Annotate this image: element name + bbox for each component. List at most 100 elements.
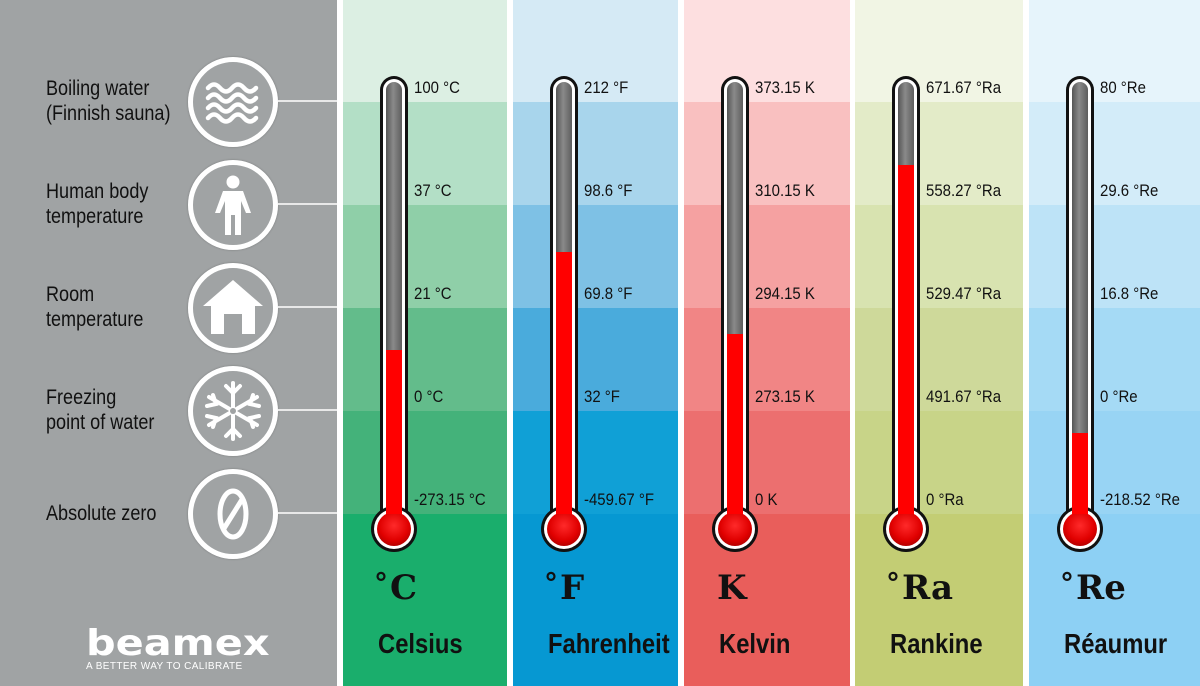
unit-symbol: °F (544, 567, 585, 608)
tick-label: 212 °F (584, 78, 629, 97)
zero-icon (188, 469, 278, 559)
unit-symbol: °C (374, 567, 418, 608)
scale-band (1029, 0, 1200, 102)
tick-label: 32 °F (584, 387, 620, 406)
reference-row-room: Room temperature (0, 263, 337, 353)
thermometer-tube (892, 76, 920, 516)
scale-band (855, 308, 1023, 411)
scale-column-rankine: 671.67 °Ra 558.27 °Ra 529.47 °Ra 491.67 °Ra… (855, 0, 1023, 686)
thermometer-bulb (883, 506, 929, 552)
tick-label: -273.15 °C (414, 490, 486, 509)
scale-band (343, 514, 507, 686)
tick-label: 671.67 °Ra (926, 78, 1002, 97)
scale-band (855, 205, 1023, 308)
tick-label: 310.15 K (755, 181, 815, 200)
tick-label: 558.27 °Ra (926, 181, 1002, 200)
tick-label: -459.67 °F (584, 490, 655, 509)
guide-line (278, 512, 337, 514)
reference-label: Freezing point of water (46, 386, 155, 434)
scale-band (684, 205, 850, 308)
scale-band (684, 102, 850, 205)
guide-line (278, 203, 337, 205)
scale-band (855, 411, 1023, 514)
tick-label: 98.6 °F (584, 181, 633, 200)
reference-row-absolute-zero: Absolute zero (0, 469, 337, 559)
reference-label: Human body temperature (46, 180, 149, 228)
unit-name: Réaumur (1064, 628, 1168, 659)
scale-band (684, 0, 850, 102)
reference-panel: Boiling water (Finnish sauna) Human body… (0, 0, 337, 686)
tick-label: 100 °C (414, 78, 460, 97)
scale-column-fahrenheit: 212 °F 98.6 °F 69.8 °F 32 °F -459.67 °F °F Fah… (513, 0, 678, 686)
unit-name: Kelvin (719, 628, 791, 659)
beamex-logo: beamex A BETTER WAY TO CALIBRATE (86, 626, 270, 673)
scale-band (1029, 411, 1200, 514)
tick-label: 21 °C (414, 284, 452, 303)
unit-symbol: °Ra (886, 567, 954, 608)
unit-name: Rankine (890, 628, 983, 659)
scale-band (855, 102, 1023, 205)
scale-column-raumur: 80 °Re 29.6 °Re 16.8 °Re 0 °Re -218.52 °Re °R… (1029, 0, 1200, 686)
scale-band (343, 411, 507, 514)
scale-band (1029, 102, 1200, 205)
unit-symbol: K (717, 568, 747, 608)
tick-label: 0 K (755, 490, 778, 509)
scale-band (1029, 205, 1200, 308)
tick-label: 491.67 °Ra (926, 387, 1002, 406)
scale-band (513, 102, 678, 205)
scale-band (684, 514, 850, 686)
tick-label: 29.6 °Re (1100, 181, 1159, 200)
snowflake-icon (188, 366, 278, 456)
thermometer-bulb (1057, 506, 1103, 552)
reference-row-boiling: Boiling water (Finnish sauna) (0, 57, 337, 147)
unit-symbol: °Re (1060, 567, 1126, 608)
house-icon (188, 263, 278, 353)
scale-band (1029, 514, 1200, 686)
tick-label: 294.15 K (755, 284, 815, 303)
scale-band (513, 308, 678, 411)
scale-column-celsius: 100 °C 37 °C 21 °C 0 °C -273.15 °C °C Celsius (343, 0, 507, 686)
mercury-fill (898, 165, 914, 516)
tick-label: 529.47 °Ra (926, 284, 1002, 303)
guide-line (278, 409, 337, 411)
scale-band (513, 205, 678, 308)
tick-label: 69.8 °F (584, 284, 633, 303)
scale-band (513, 0, 678, 102)
waves-icon (188, 57, 278, 147)
tick-label: 373.15 K (755, 78, 815, 97)
guide-line (278, 100, 337, 102)
scale-band (343, 102, 507, 205)
scale-band (343, 0, 507, 102)
thermometer-tube (721, 76, 749, 516)
tick-label: 0 °Ra (926, 490, 964, 509)
tick-label: 0 °Re (1100, 387, 1138, 406)
scale-column-kelvin: 373.15 K 310.15 K 294.15 K 273.15 K 0 K K Kelv… (684, 0, 850, 686)
mercury-fill (1072, 433, 1088, 516)
thermometer-bulb (371, 506, 417, 552)
scale-band (343, 205, 507, 308)
tick-label: 273.15 K (755, 387, 815, 406)
person-icon (188, 160, 278, 250)
reference-label: Absolute zero (46, 502, 157, 525)
reference-label: Boiling water (Finnish sauna) (46, 77, 171, 125)
scale-band (343, 308, 507, 411)
tick-label: 80 °Re (1100, 78, 1146, 97)
thermometer-tube (380, 76, 408, 516)
scale-band (684, 308, 850, 411)
tick-label: 37 °C (414, 181, 452, 200)
guide-line (278, 306, 337, 308)
mercury-fill (386, 350, 402, 516)
reference-label: Room temperature (46, 283, 144, 331)
mercury-fill (556, 252, 572, 516)
scale-band (855, 0, 1023, 102)
scale-band (1029, 308, 1200, 411)
thermometer-tube (550, 76, 578, 516)
scale-band (513, 514, 678, 686)
scale-band (855, 514, 1023, 686)
logo-wordmark: beamex (86, 623, 270, 664)
reference-row-body: Human body temperature (0, 160, 337, 250)
thermometer-tube (1066, 76, 1094, 516)
unit-name: Celsius (378, 628, 463, 659)
tick-label: 0 °C (414, 387, 444, 406)
logo-tagline: A BETTER WAY TO CALIBRATE (86, 661, 243, 672)
